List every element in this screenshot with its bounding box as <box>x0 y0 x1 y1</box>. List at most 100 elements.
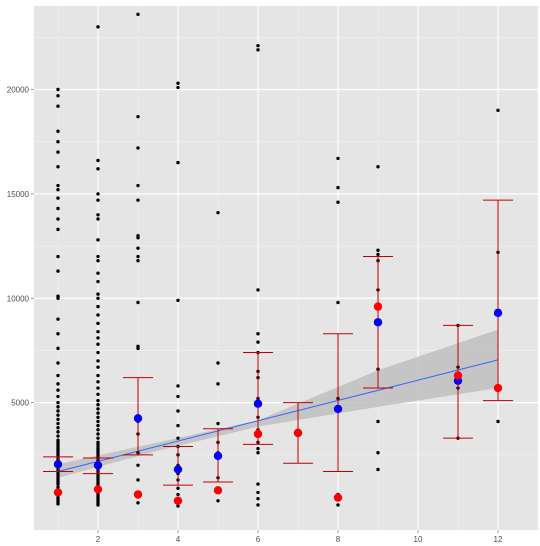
raw-data-point <box>56 165 60 169</box>
raw-data-point <box>96 428 100 432</box>
raw-data-point <box>56 394 60 399</box>
raw-data-point <box>96 398 100 403</box>
raw-data-point <box>136 258 140 263</box>
raw-data-point <box>56 317 60 321</box>
raw-data-point <box>96 213 100 217</box>
x-tick-label: 6 <box>256 535 261 544</box>
raw-data-point <box>216 382 220 386</box>
red-point <box>373 302 383 311</box>
raw-data-point <box>216 499 220 503</box>
red-point <box>173 496 183 505</box>
raw-data-point <box>56 94 60 98</box>
raw-data-point <box>56 346 60 351</box>
raw-data-point <box>256 451 260 455</box>
raw-data-point <box>56 188 60 192</box>
raw-data-point <box>56 430 60 434</box>
raw-data-point <box>56 373 60 378</box>
raw-data-point <box>56 183 60 188</box>
raw-data-point <box>256 48 260 52</box>
raw-data-point <box>96 313 100 317</box>
raw-data-point <box>256 496 260 501</box>
blue-point <box>93 461 103 470</box>
raw-data-point <box>96 321 100 326</box>
raw-data-point <box>256 446 260 451</box>
raw-data-point <box>56 382 60 386</box>
raw-data-point <box>96 411 100 415</box>
raw-data-point <box>56 413 60 417</box>
raw-data-point <box>256 503 260 507</box>
raw-data-point <box>96 380 100 384</box>
raw-data-point <box>56 139 60 144</box>
raw-data-point <box>336 300 340 305</box>
trend-line <box>57 359 499 473</box>
red-point <box>293 428 303 438</box>
raw-data-point <box>496 108 500 113</box>
raw-data-point <box>176 436 180 440</box>
raw-data-point <box>256 340 260 344</box>
raw-data-point <box>136 300 140 305</box>
red-point <box>53 488 63 497</box>
raw-data-point <box>136 146 140 150</box>
raw-data-point <box>96 296 100 300</box>
raw-data-point <box>96 279 100 284</box>
raw-data-point <box>56 269 60 273</box>
x-tick-label: 4 <box>176 535 181 544</box>
x-tick-label: 10 <box>414 535 423 544</box>
raw-data-point <box>96 365 100 369</box>
red-point <box>453 371 463 380</box>
raw-data-point <box>96 342 100 346</box>
raw-data-point <box>96 386 100 390</box>
raw-data-point <box>96 329 100 334</box>
raw-data-point <box>336 503 340 507</box>
raw-data-point <box>176 423 180 428</box>
raw-data-point <box>176 384 180 388</box>
raw-data-point <box>176 85 180 90</box>
red-point <box>213 486 223 495</box>
raw-data-point <box>56 400 60 405</box>
raw-data-point <box>96 271 100 275</box>
raw-data-point <box>96 258 100 263</box>
y-tick-label: 10000 <box>7 294 30 303</box>
raw-data-point <box>56 388 60 392</box>
confidence-band <box>58 329 498 478</box>
red-point <box>253 429 263 439</box>
raw-data-point <box>96 350 100 355</box>
raw-data-point <box>56 332 60 336</box>
raw-data-point <box>336 156 340 161</box>
blue-point <box>253 399 263 408</box>
raw-data-point <box>376 248 380 252</box>
raw-data-point <box>56 206 60 211</box>
raw-data-point <box>96 436 100 440</box>
raw-data-point <box>96 419 100 424</box>
red-point <box>333 493 343 502</box>
raw-data-point <box>256 332 260 336</box>
raw-data-point <box>216 210 220 215</box>
raw-data-point <box>176 298 180 303</box>
raw-data-point <box>176 486 180 490</box>
raw-data-point <box>56 485 60 489</box>
blue-point <box>373 318 383 327</box>
raw-data-point <box>96 403 100 407</box>
raw-data-point <box>176 394 180 399</box>
raw-data-point <box>96 432 100 436</box>
raw-data-point <box>56 438 60 442</box>
raw-data-point <box>96 415 100 419</box>
raw-data-point <box>136 254 140 259</box>
plot-panel <box>34 6 538 530</box>
raw-data-point <box>376 252 380 257</box>
raw-data-point <box>136 501 140 505</box>
raw-data-point <box>56 417 60 422</box>
raw-data-point <box>56 196 60 200</box>
raw-data-point <box>216 421 220 426</box>
y-tick-label: 15000 <box>7 190 30 199</box>
raw-data-point <box>56 434 60 438</box>
raw-data-point <box>256 43 260 48</box>
raw-data-point <box>96 192 100 196</box>
raw-data-point <box>96 292 100 296</box>
raw-data-point <box>256 482 260 486</box>
raw-data-point <box>96 238 100 242</box>
raw-data-point <box>96 373 100 378</box>
y-tick-label: 20000 <box>7 86 30 95</box>
raw-data-point <box>56 361 60 365</box>
